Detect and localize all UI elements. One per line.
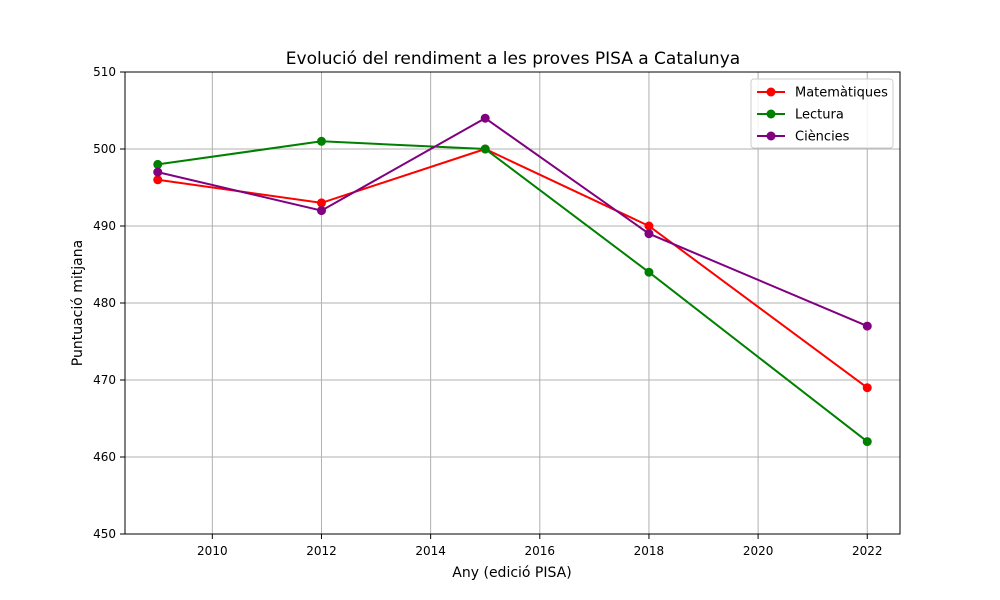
x-axis-label: Any (edició PISA) [452,565,571,581]
data-point [862,321,872,331]
y-axis-label: Puntuació mitjana [70,240,86,366]
data-point [316,206,326,216]
x-tick-label: 2016 [525,544,556,558]
data-point [644,229,654,239]
x-tick-label: 2018 [634,544,665,558]
y-tick-label: 450 [93,527,116,541]
series-line-1 [157,147,868,389]
legend: Matemàtiques Lectura Ciències [750,78,894,149]
data-point [480,144,490,154]
legend-label: Ciències [795,130,850,145]
x-tick-label: 2010 [197,544,228,558]
series-line-2 [157,140,868,443]
x-tick-label: 2022 [852,544,883,558]
data-point [862,437,872,447]
data-point [862,383,872,393]
x-tick-label: 2014 [415,544,446,558]
legend-label: Matemàtiques [795,86,888,101]
legend-marker [766,109,776,119]
y-tick-label: 460 [93,450,116,464]
legend-box [750,78,894,149]
series-layer [153,113,872,447]
data-point [480,113,490,123]
y-tick-label: 510 [93,65,116,79]
y-tick-label: 500 [93,142,116,156]
legend-marker [766,131,776,141]
y-tick-label: 490 [93,219,116,233]
chart-title: Evolució del rendiment a les proves PISA… [286,49,740,69]
data-point [316,136,326,146]
data-point [153,175,163,185]
x-tick-label: 2020 [743,544,774,558]
data-point [153,159,163,169]
y-tick-label: 480 [93,296,116,310]
data-point [644,267,654,277]
data-point [153,167,163,177]
legend-label: Lectura [795,108,844,123]
data-point [644,221,654,231]
data-point [316,198,326,208]
y-tick-label: 470 [93,373,116,387]
legend-marker [766,87,776,97]
x-tick-label: 2012 [306,544,337,558]
tick-layer: 2010 2012 2014 2016 2018 2020 2022 450 460 470 480… [93,65,882,558]
